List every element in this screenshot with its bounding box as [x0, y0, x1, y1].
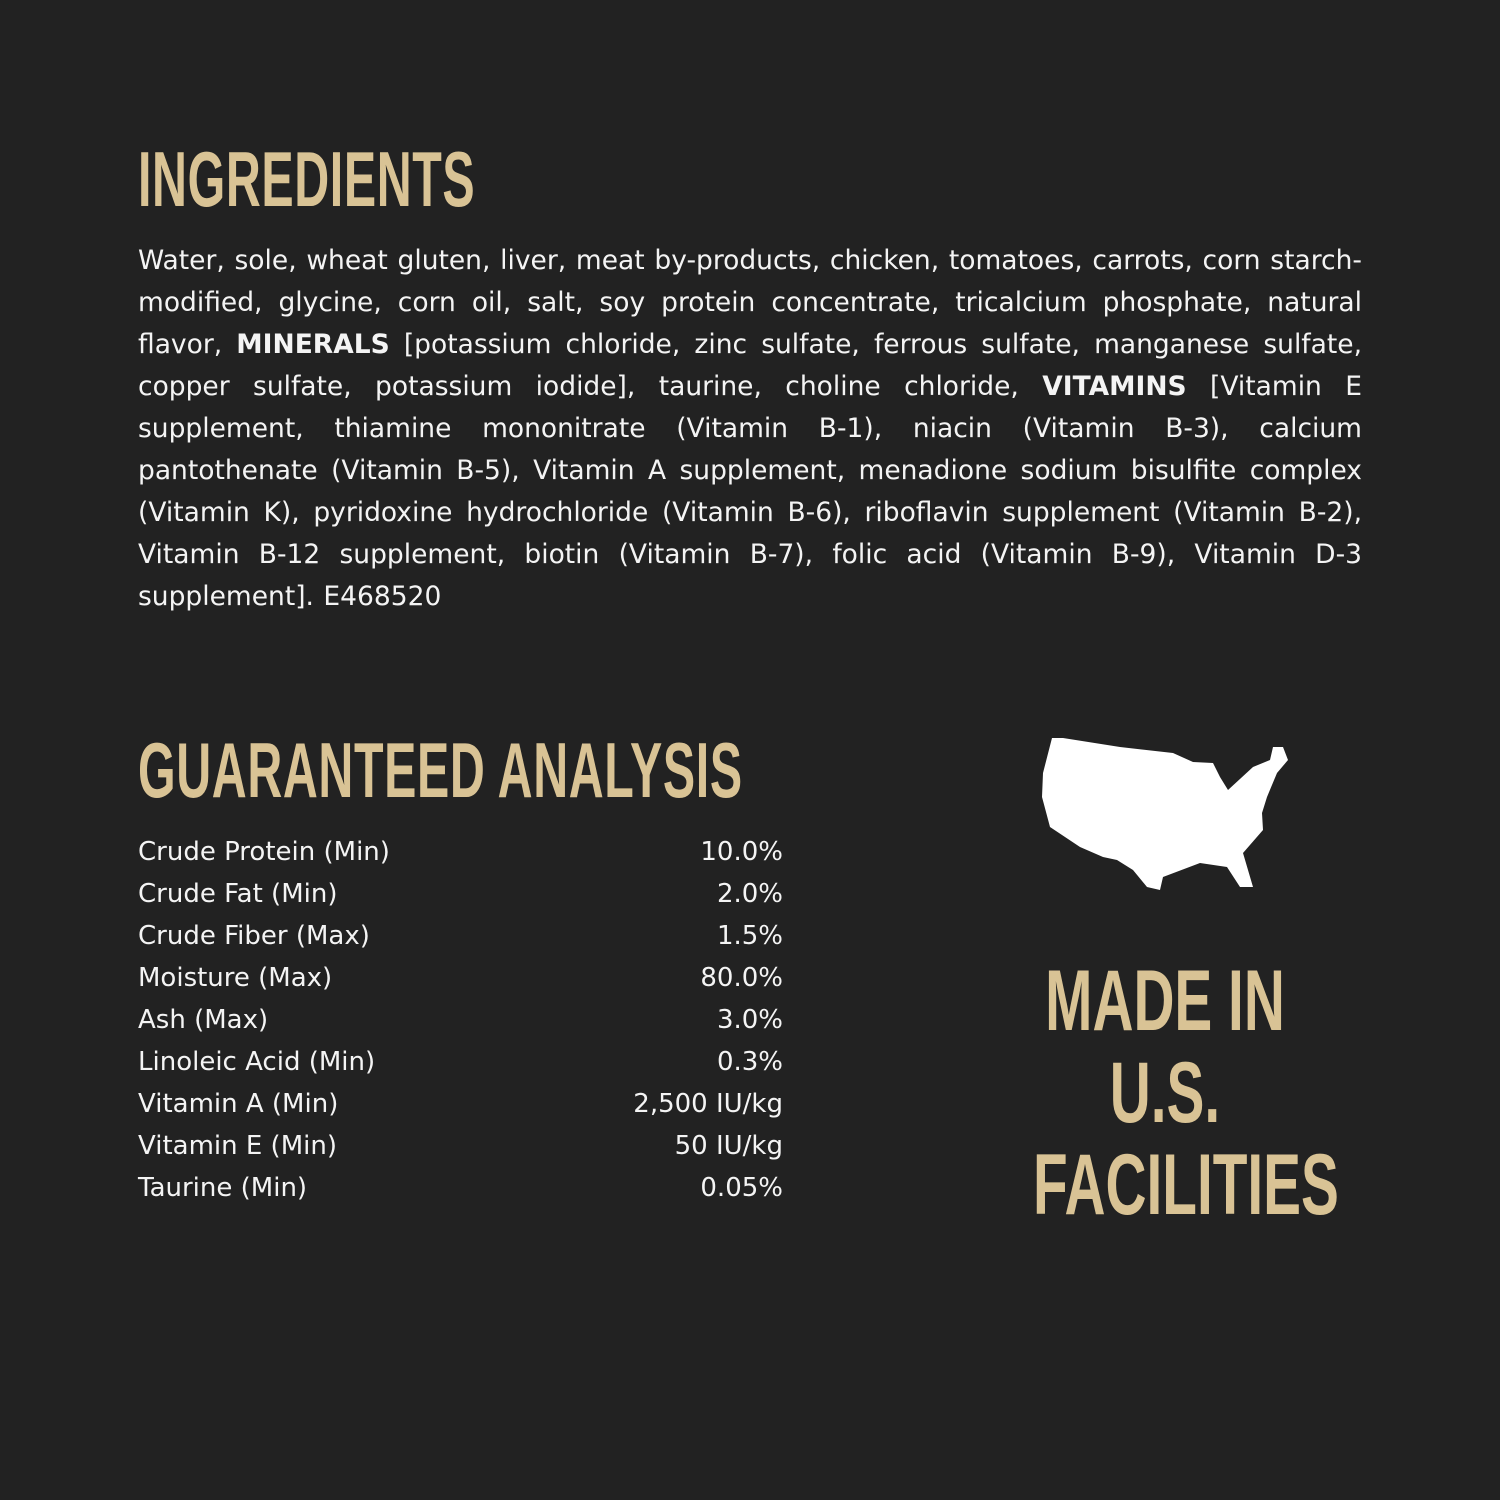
- analysis-label: Linoleic Acid (Min): [138, 1047, 376, 1077]
- analysis-row: Linoleic Acid (Min) 0.3%: [138, 1041, 783, 1083]
- analysis-value: 0.05%: [700, 1173, 783, 1203]
- minerals-text: [potassium chloride, zinc sulfate, ferro…: [138, 329, 1362, 402]
- analysis-value: 10.0%: [700, 837, 783, 867]
- badge-line: U.S.: [1109, 1045, 1221, 1141]
- analysis-row: Taurine (Min) 0.05%: [138, 1167, 783, 1209]
- analysis-label: Vitamin E (Min): [138, 1131, 337, 1161]
- analysis-label: Crude Protein (Min): [138, 837, 390, 867]
- analysis-label: Ash (Max): [138, 1005, 269, 1035]
- ingredients-list: Water, sole, wheat gluten, liver, meat b…: [138, 240, 1362, 618]
- analysis-row: Vitamin E (Min) 50 IU/kg: [138, 1125, 783, 1167]
- guaranteed-analysis-title: GUARANTEED ANALYSIS: [138, 726, 743, 814]
- analysis-row: Vitamin A (Min) 2,500 IU/kg: [138, 1083, 783, 1125]
- analysis-row: Ash (Max) 3.0%: [138, 999, 783, 1041]
- analysis-value: 0.3%: [716, 1047, 783, 1077]
- analysis-table: Crude Protein (Min) 10.0% Crude Fat (Min)…: [138, 831, 783, 1209]
- analysis-value: 80.0%: [700, 963, 783, 993]
- analysis-label: Crude Fat (Min): [138, 879, 338, 909]
- analysis-label: Moisture (Max): [138, 963, 333, 993]
- analysis-label: Vitamin A (Min): [138, 1089, 339, 1119]
- ingredients-text: Water, sole, wheat gluten, liver, meat b…: [138, 245, 1362, 360]
- badge-line: MADE IN: [1045, 953, 1285, 1049]
- analysis-row: Crude Fat (Min) 2.0%: [138, 873, 783, 915]
- analysis-row: Moisture (Max) 80.0%: [138, 957, 783, 999]
- minerals-label: MINERALS: [236, 329, 390, 360]
- ingredients-title: INGREDIENTS: [138, 135, 476, 223]
- analysis-row: Crude Fiber (Max) 1.5%: [138, 915, 783, 957]
- badge-line: FACILITIES: [1033, 1137, 1339, 1233]
- analysis-label: Crude Fiber (Max): [138, 921, 370, 951]
- analysis-value: 3.0%: [716, 1005, 783, 1035]
- vitamins-label: VITAMINS: [1042, 371, 1187, 402]
- analysis-value: 2.0%: [716, 879, 783, 909]
- analysis-label: Taurine (Min): [138, 1173, 308, 1203]
- analysis-value: 50 IU/kg: [674, 1131, 783, 1161]
- vitamins-text: [Vitamin E supplement, thiamine mononitr…: [138, 371, 1362, 612]
- made-in-usa-badge: MADE IN U.S. FACILITIES: [965, 955, 1365, 1231]
- analysis-value: 2,500 IU/kg: [633, 1089, 783, 1119]
- analysis-value: 1.5%: [716, 921, 783, 951]
- analysis-row: Crude Protein (Min) 10.0%: [138, 831, 783, 873]
